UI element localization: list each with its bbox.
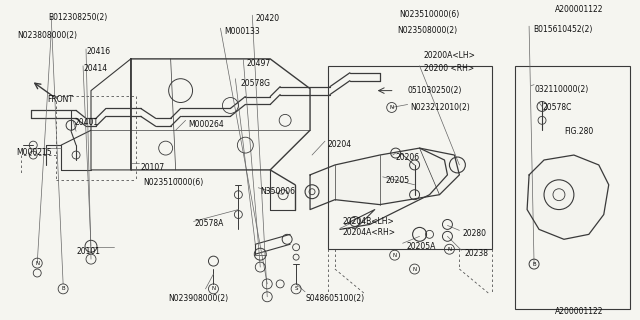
Text: N023508000(2): N023508000(2) [397, 26, 458, 35]
Text: 20204B<LH>: 20204B<LH> [343, 218, 395, 227]
Text: A200001122: A200001122 [555, 5, 604, 14]
Text: M000215: M000215 [17, 148, 52, 157]
Text: FRONT: FRONT [47, 95, 73, 104]
Text: N: N [390, 105, 394, 110]
Text: 20107: 20107 [141, 163, 165, 172]
Bar [515, 66, 630, 309]
Text: N023808000(2): N023808000(2) [17, 31, 77, 40]
Text: 20280: 20280 [462, 229, 486, 238]
Polygon shape [310, 148, 460, 210]
Text: M000133: M000133 [225, 27, 260, 36]
Text: 051030250(2): 051030250(2) [408, 86, 462, 95]
Text: S048605100(2): S048605100(2) [305, 294, 364, 303]
Text: N023510000(6): N023510000(6) [143, 178, 203, 187]
Text: 20101: 20101 [76, 247, 100, 256]
Text: N350006: N350006 [260, 187, 295, 196]
Text: 20200 <RH>: 20200 <RH> [424, 64, 474, 73]
Text: 20204A<RH>: 20204A<RH> [343, 228, 396, 237]
Text: 20414: 20414 [83, 64, 107, 73]
Text: 20200A<LH>: 20200A<LH> [424, 51, 476, 60]
Text: N023510000(6): N023510000(6) [399, 10, 460, 19]
Polygon shape [527, 155, 609, 239]
Text: N023212010(2): N023212010(2) [411, 103, 470, 113]
Bar [328, 66, 492, 249]
Text: B012308250(2): B012308250(2) [48, 13, 108, 22]
Text: 20205A: 20205A [406, 242, 436, 251]
Text: 20497: 20497 [246, 59, 271, 68]
Text: N: N [413, 267, 417, 272]
Text: M000264: M000264 [189, 120, 225, 129]
Text: S: S [294, 286, 298, 292]
Text: N: N [447, 247, 451, 252]
Text: B: B [61, 286, 65, 292]
Text: N: N [211, 286, 216, 292]
Text: 20578A: 20578A [195, 220, 224, 228]
Text: N: N [35, 260, 39, 266]
Text: 032110000(2): 032110000(2) [534, 85, 588, 94]
Text: 20578C: 20578C [542, 102, 572, 111]
Text: A200001122: A200001122 [555, 307, 604, 316]
Text: N023908000(2): N023908000(2) [169, 294, 228, 303]
Text: 20206: 20206 [396, 153, 420, 162]
Text: 20238: 20238 [465, 249, 488, 258]
Text: 20401: 20401 [74, 118, 98, 127]
Text: 20205: 20205 [386, 176, 410, 185]
Text: FIG.280: FIG.280 [564, 127, 593, 136]
Text: 20578G: 20578G [241, 79, 270, 88]
Text: B015610452(2): B015610452(2) [533, 25, 593, 34]
Text: 20204: 20204 [328, 140, 352, 149]
Text: B: B [532, 261, 536, 267]
Text: 20420: 20420 [255, 14, 280, 23]
Text: N: N [392, 253, 397, 258]
Text: 20416: 20416 [86, 47, 110, 56]
